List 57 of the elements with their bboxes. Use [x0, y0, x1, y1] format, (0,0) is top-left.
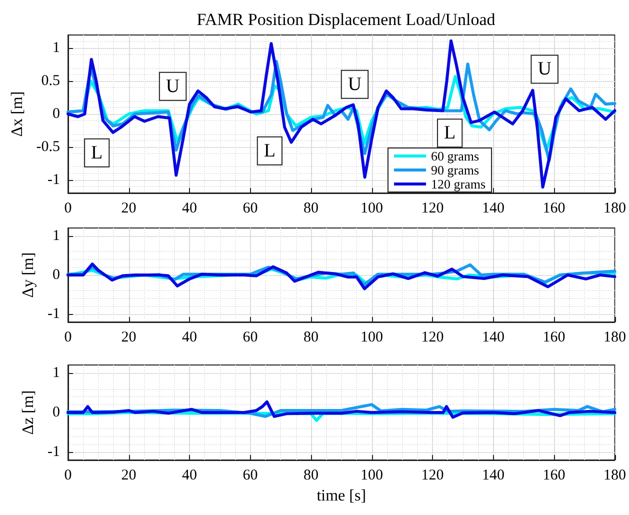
x-tick-label: 180	[604, 330, 626, 346]
x-tick-label: 80	[304, 468, 318, 484]
y-tick-label: -0.5	[36, 138, 60, 155]
x-tick-label: 100	[360, 200, 383, 216]
y-tick-label: 1	[52, 40, 60, 56]
chart-title: FAMR Position Displacement Load/Unload	[196, 10, 496, 29]
y-tick-label: -1	[48, 444, 60, 460]
x-tick-label: 20	[121, 200, 136, 216]
y-axis-title: Δy [m]	[20, 252, 38, 298]
x-tick-label: 80	[304, 200, 318, 216]
x-axis-title: time [s]	[316, 487, 366, 504]
y-tick-label: 0.5	[41, 73, 60, 90]
x-tick-label: 180	[604, 200, 626, 216]
y-tick-label: -1	[48, 172, 60, 188]
x-tick-label: 160	[542, 330, 566, 346]
x-tick-label: 120	[421, 330, 444, 346]
x-tick-label: 120	[421, 200, 444, 216]
annotation: L	[264, 140, 276, 162]
x-tick-label: 0	[64, 200, 72, 216]
y-tick-label: 0	[52, 267, 60, 283]
x-tick-label: 140	[482, 468, 504, 484]
x-tick-label: 140	[482, 330, 504, 346]
x-tick-label: 40	[182, 468, 197, 484]
y-tick-label: 0	[52, 106, 60, 122]
line-series	[66, 262, 616, 290]
x-tick-label: 60	[242, 200, 258, 216]
x-tick-label: 20	[121, 468, 136, 484]
y-tick-label: 1	[52, 228, 60, 244]
x-tick-label: 0	[64, 330, 72, 346]
legend-label: 90 grams	[431, 162, 480, 178]
annotation: U	[166, 76, 180, 97]
x-tick-label: 80	[304, 330, 318, 346]
x-tick-label: 60	[242, 468, 258, 484]
y-tick-label: 1	[52, 364, 60, 381]
annotation: U	[348, 74, 362, 95]
legend-label: 120 grams	[431, 176, 486, 192]
legend-label: 60 grams	[431, 148, 480, 164]
line-series	[66, 400, 616, 419]
x-tick-label: 100	[360, 330, 383, 346]
x-tick-label: 60	[242, 330, 258, 346]
x-tick-label: 100	[360, 468, 383, 484]
x-tick-label: 180	[604, 468, 626, 484]
y-tick-label: -1	[48, 306, 60, 322]
annotation: U	[538, 58, 552, 80]
y-axis-title: Δz [m]	[20, 390, 38, 435]
x-tick-label: 120	[421, 468, 444, 484]
annotation: L	[444, 122, 456, 144]
x-tick-label: 0	[64, 468, 72, 484]
annotation: L	[91, 142, 103, 164]
x-tick-label: 160	[542, 468, 566, 484]
x-tick-label: 40	[182, 330, 197, 346]
y-tick-label: 0	[52, 404, 60, 420]
x-tick-label: 140	[482, 200, 504, 216]
y-axis-title: Δx [m]	[8, 91, 26, 137]
x-tick-label: 20	[121, 330, 136, 346]
x-tick-label: 40	[182, 200, 197, 216]
x-tick-label: 160	[542, 200, 566, 216]
